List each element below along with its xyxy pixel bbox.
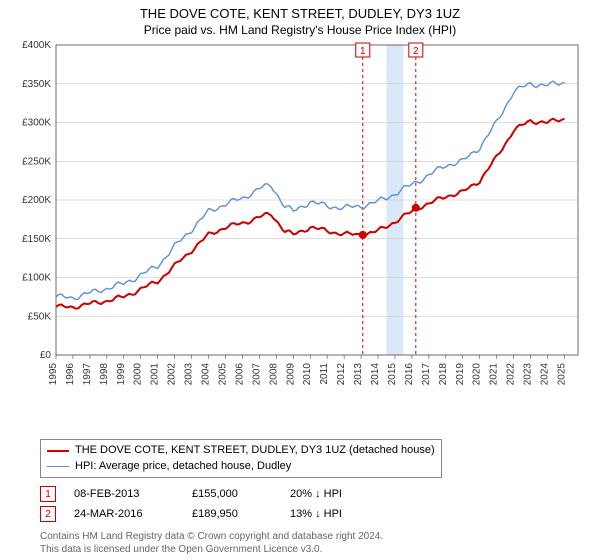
svg-text:2005: 2005 <box>217 363 228 386</box>
svg-text:2013: 2013 <box>353 363 364 386</box>
svg-text:2004: 2004 <box>201 363 212 386</box>
svg-text:2019: 2019 <box>455 363 466 386</box>
svg-text:£0: £0 <box>40 350 52 361</box>
svg-text:£300K: £300K <box>22 118 51 129</box>
svg-text:2010: 2010 <box>302 363 313 386</box>
svg-text:2022: 2022 <box>506 363 517 386</box>
svg-text:£400K: £400K <box>22 40 51 51</box>
sale-badge: 1 <box>40 486 56 502</box>
sale-badge: 2 <box>40 506 56 522</box>
svg-text:2003: 2003 <box>184 363 195 386</box>
svg-text:£50K: £50K <box>28 311 52 322</box>
sale-date: 24-MAR-2016 <box>74 508 174 520</box>
sale-row: 1 08-FEB-2013 £155,000 20% ↓ HPI <box>40 484 580 504</box>
svg-text:2020: 2020 <box>472 363 483 386</box>
svg-text:2024: 2024 <box>539 363 550 386</box>
legend-swatch <box>47 450 69 452</box>
svg-text:£350K: £350K <box>22 79 51 90</box>
line-chart: £0 £50K £100K £150K £200K £250K £300K £350K £400… <box>8 39 583 389</box>
svg-text:2011: 2011 <box>319 363 330 385</box>
sale-row: 2 24-MAR-2016 £189,950 13% ↓ HPI <box>40 504 580 524</box>
footer-line1: Contains HM Land Registry data © Crown c… <box>40 530 580 543</box>
svg-text:2002: 2002 <box>167 363 178 386</box>
svg-text:£200K: £200K <box>22 195 51 206</box>
title-address: THE DOVE COTE, KENT STREET, DUDLEY, DY3 … <box>0 6 600 21</box>
legend-label: HPI: Average price, detached house, Dudl… <box>75 459 291 474</box>
svg-text:£250K: £250K <box>22 156 51 167</box>
svg-text:1: 1 <box>360 46 366 57</box>
sale-price: £189,950 <box>192 508 272 520</box>
svg-text:1997: 1997 <box>82 363 93 386</box>
svg-text:2018: 2018 <box>438 363 449 386</box>
chart-titles: THE DOVE COTE, KENT STREET, DUDLEY, DY3 … <box>0 0 600 39</box>
svg-text:2023: 2023 <box>523 363 534 386</box>
sale-date: 08-FEB-2013 <box>74 488 174 500</box>
svg-text:2006: 2006 <box>234 363 245 386</box>
svg-text:2008: 2008 <box>268 363 279 386</box>
svg-text:1996: 1996 <box>65 363 76 386</box>
svg-text:2021: 2021 <box>489 363 500 386</box>
svg-text:2025: 2025 <box>556 363 567 386</box>
svg-text:£150K: £150K <box>22 234 51 245</box>
svg-text:1995: 1995 <box>48 363 59 386</box>
svg-text:2009: 2009 <box>285 363 296 386</box>
svg-text:2: 2 <box>413 46 419 57</box>
legend-row: HPI: Average price, detached house, Dudl… <box>47 459 435 474</box>
svg-text:2001: 2001 <box>150 363 161 386</box>
legend: THE DOVE COTE, KENT STREET, DUDLEY, DY3 … <box>40 439 442 478</box>
svg-text:2012: 2012 <box>336 363 347 386</box>
svg-text:1999: 1999 <box>116 363 127 386</box>
sales-table: 1 08-FEB-2013 £155,000 20% ↓ HPI 2 24-MAR-201… <box>40 484 580 524</box>
svg-text:2017: 2017 <box>421 363 432 386</box>
chart-area: £0 £50K £100K £150K £200K £250K £300K £350K £400… <box>8 39 592 435</box>
svg-text:2016: 2016 <box>404 363 415 386</box>
sale-price: £155,000 <box>192 488 272 500</box>
svg-text:2007: 2007 <box>251 363 262 386</box>
svg-text:2000: 2000 <box>133 363 144 386</box>
sale-delta: 20% ↓ HPI <box>290 488 342 500</box>
footer-license: Contains HM Land Registry data © Crown c… <box>0 526 600 560</box>
svg-text:2014: 2014 <box>370 363 381 386</box>
svg-text:2015: 2015 <box>387 363 398 386</box>
legend-row: THE DOVE COTE, KENT STREET, DUDLEY, DY3 … <box>47 443 435 458</box>
title-subtitle: Price paid vs. HM Land Registry's House … <box>0 23 600 37</box>
svg-text:1998: 1998 <box>99 363 110 386</box>
footer-line2: This data is licensed under the Open Gov… <box>40 543 580 556</box>
svg-text:£100K: £100K <box>22 273 51 284</box>
legend-label: THE DOVE COTE, KENT STREET, DUDLEY, DY3 … <box>75 443 435 458</box>
sale-delta: 13% ↓ HPI <box>290 508 342 520</box>
legend-swatch <box>47 466 69 467</box>
